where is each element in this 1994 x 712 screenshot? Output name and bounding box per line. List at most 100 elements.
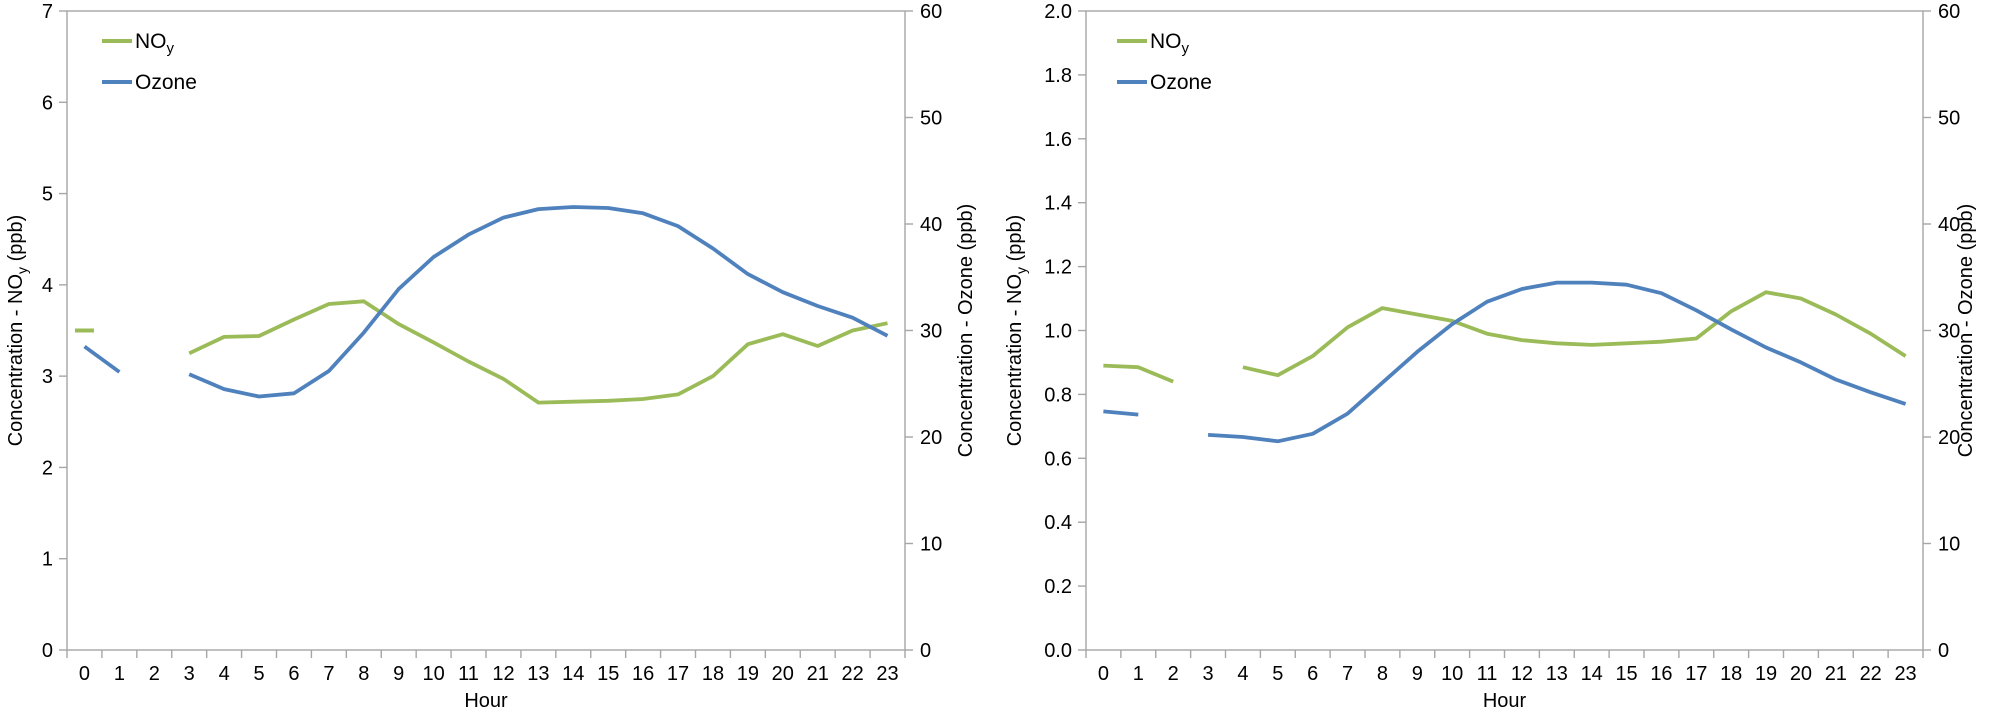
x-tick-label: 13 <box>527 663 549 685</box>
y-right-tick-label: 60 <box>920 1 942 23</box>
y-left-tick-label: 0 <box>42 640 53 662</box>
x-tick-label: 1 <box>1133 663 1144 685</box>
y-right-tick-labels: 0 10 20 30 40 50 60 <box>1938 1 1960 662</box>
y-right-tick-label: 0 <box>920 640 931 662</box>
x-tick-label: 8 <box>358 663 369 685</box>
x-tick-label: 14 <box>562 663 584 685</box>
y-left-tick-label: 6 <box>42 92 53 114</box>
y-right-tick-label: 20 <box>1938 427 1960 449</box>
y-left-axis-title: Concentration - NOy (ppb) <box>1004 215 1029 447</box>
x-tick-label: 4 <box>1237 663 1248 685</box>
y-left-tick-label: 3 <box>42 366 53 388</box>
x-tick-label: 17 <box>1685 663 1707 685</box>
x-tick-label: 2 <box>1168 663 1179 685</box>
x-tick-label: 15 <box>597 663 619 685</box>
legend-entry-ozone: Ozone <box>1117 71 1212 94</box>
y-right-tick-label: 40 <box>1938 214 1960 236</box>
y-left-ticks <box>59 10 67 651</box>
x-tick-label: 22 <box>1860 663 1882 685</box>
y-right-tick-label: 10 <box>920 534 942 556</box>
y-left-ticks <box>1078 10 1086 651</box>
x-tick-label: 19 <box>737 663 759 685</box>
chart-left-noy-ozone: 0 1 2 3 4 5 6 7 8 9 10 11 12 13 14 15 16 17 18 19 20 21 22 23 Ho… <box>5 1 977 712</box>
x-tick-label: 5 <box>1272 663 1283 685</box>
y-left-tick-label: 0.4 <box>1044 512 1072 534</box>
x-tick-label: 18 <box>702 663 724 685</box>
chart-right-noy-ozone: 0 1 2 3 4 5 6 7 8 9 10 11 12 13 14 15 16 17 18 19 20 21 22 23 Ho… <box>997 0 1994 712</box>
y-right-tick-label: 20 <box>920 427 942 449</box>
x-tick-label: 11 <box>458 663 479 685</box>
legend-entry-noy: NOy <box>1117 30 1190 57</box>
x-tick-label: 12 <box>492 663 514 685</box>
x-tick-label: 20 <box>772 663 794 685</box>
x-tick-label: 7 <box>1342 663 1353 685</box>
legend-entry-ozone: Ozone <box>102 71 197 94</box>
y-left-tick-label: 7 <box>42 1 53 23</box>
y-left-tick-label: 1.0 <box>1044 321 1072 343</box>
x-tick-label: 10 <box>1441 663 1463 685</box>
ozone-line <box>1207 280 1907 444</box>
legend-entry-noy: NOy <box>102 30 175 57</box>
noy-line <box>1242 290 1907 378</box>
y-left-tick-label: 2.0 <box>1044 1 1072 23</box>
y-right-tick-label: 50 <box>920 108 942 130</box>
x-tick-label: 16 <box>1650 663 1672 685</box>
x-tick-label: 8 <box>1377 663 1388 685</box>
x-tick-label: 12 <box>1511 663 1533 685</box>
legend-label: NOy <box>1150 30 1190 57</box>
legend-label: Ozone <box>1150 71 1212 94</box>
x-axis-title: Hour <box>464 690 508 712</box>
x-tick-label: 5 <box>253 663 264 685</box>
y-right-ticks <box>1923 10 1931 651</box>
x-tick-label: 21 <box>1825 663 1847 685</box>
x-tick-label: 17 <box>667 663 689 685</box>
x-tick-label: 23 <box>876 663 898 685</box>
ozone-line <box>188 205 889 399</box>
x-tick-label: 0 <box>1098 663 1109 685</box>
y-right-axis-title: Concentration - Ozone (ppb) <box>955 204 977 457</box>
y-right-tick-label: 60 <box>1938 1 1960 23</box>
ozone-series <box>1103 280 1907 444</box>
x-tick-label: 1 <box>114 663 125 685</box>
x-axis-title: Hour <box>1483 690 1527 712</box>
x-tick-label: 11 <box>1477 663 1498 685</box>
ozone-series <box>83 205 889 399</box>
x-tick-label: 10 <box>423 663 445 685</box>
legend: NOy Ozone <box>102 30 197 94</box>
noy-line <box>1103 363 1174 384</box>
noy-line <box>188 299 888 405</box>
legend: NOy Ozone <box>1117 30 1212 94</box>
y-right-tick-label: 10 <box>1938 534 1960 556</box>
ozone-line <box>83 344 121 374</box>
y-left-tick-labels: 0 1 2 3 4 5 6 7 <box>42 1 53 662</box>
x-tick-label: 19 <box>1755 663 1777 685</box>
plot-area-border <box>1085 10 1924 651</box>
noy-series <box>74 299 888 405</box>
y-right-tick-label: 40 <box>920 214 942 236</box>
x-tick-label: 20 <box>1790 663 1812 685</box>
x-tick-label: 13 <box>1546 663 1568 685</box>
y-left-tick-label: 1.2 <box>1044 257 1072 279</box>
y-left-tick-label: 0.6 <box>1044 448 1072 470</box>
y-right-ticks <box>905 10 913 651</box>
y-left-tick-label: 0.0 <box>1044 640 1072 662</box>
x-tick-label: 22 <box>842 663 864 685</box>
legend-label: NOy <box>135 30 175 57</box>
y-left-tick-label: 1.8 <box>1044 65 1072 87</box>
x-tick-label: 9 <box>393 663 404 685</box>
noy-series <box>1103 290 1907 384</box>
x-tick-label: 6 <box>288 663 299 685</box>
x-tick-label: 4 <box>219 663 230 685</box>
x-tick-label: 0 <box>79 663 90 685</box>
y-left-tick-label: 0.2 <box>1044 576 1072 598</box>
x-tick-label: 21 <box>807 663 829 685</box>
y-left-tick-label: 2 <box>42 457 53 479</box>
x-tick-label: 16 <box>632 663 654 685</box>
y-left-tick-label: 1 <box>42 549 53 571</box>
y-left-tick-label: 0.8 <box>1044 384 1072 406</box>
y-left-tick-label: 1.6 <box>1044 129 1072 151</box>
y-left-axis-title: Concentration - NOy (ppb) <box>5 215 30 447</box>
x-tick-label: 18 <box>1720 663 1742 685</box>
chart-left-svg: 0 1 2 3 4 5 6 7 8 9 10 11 12 13 14 15 16 17 18 19 20 21 22 23Ho… <box>5 1 977 712</box>
